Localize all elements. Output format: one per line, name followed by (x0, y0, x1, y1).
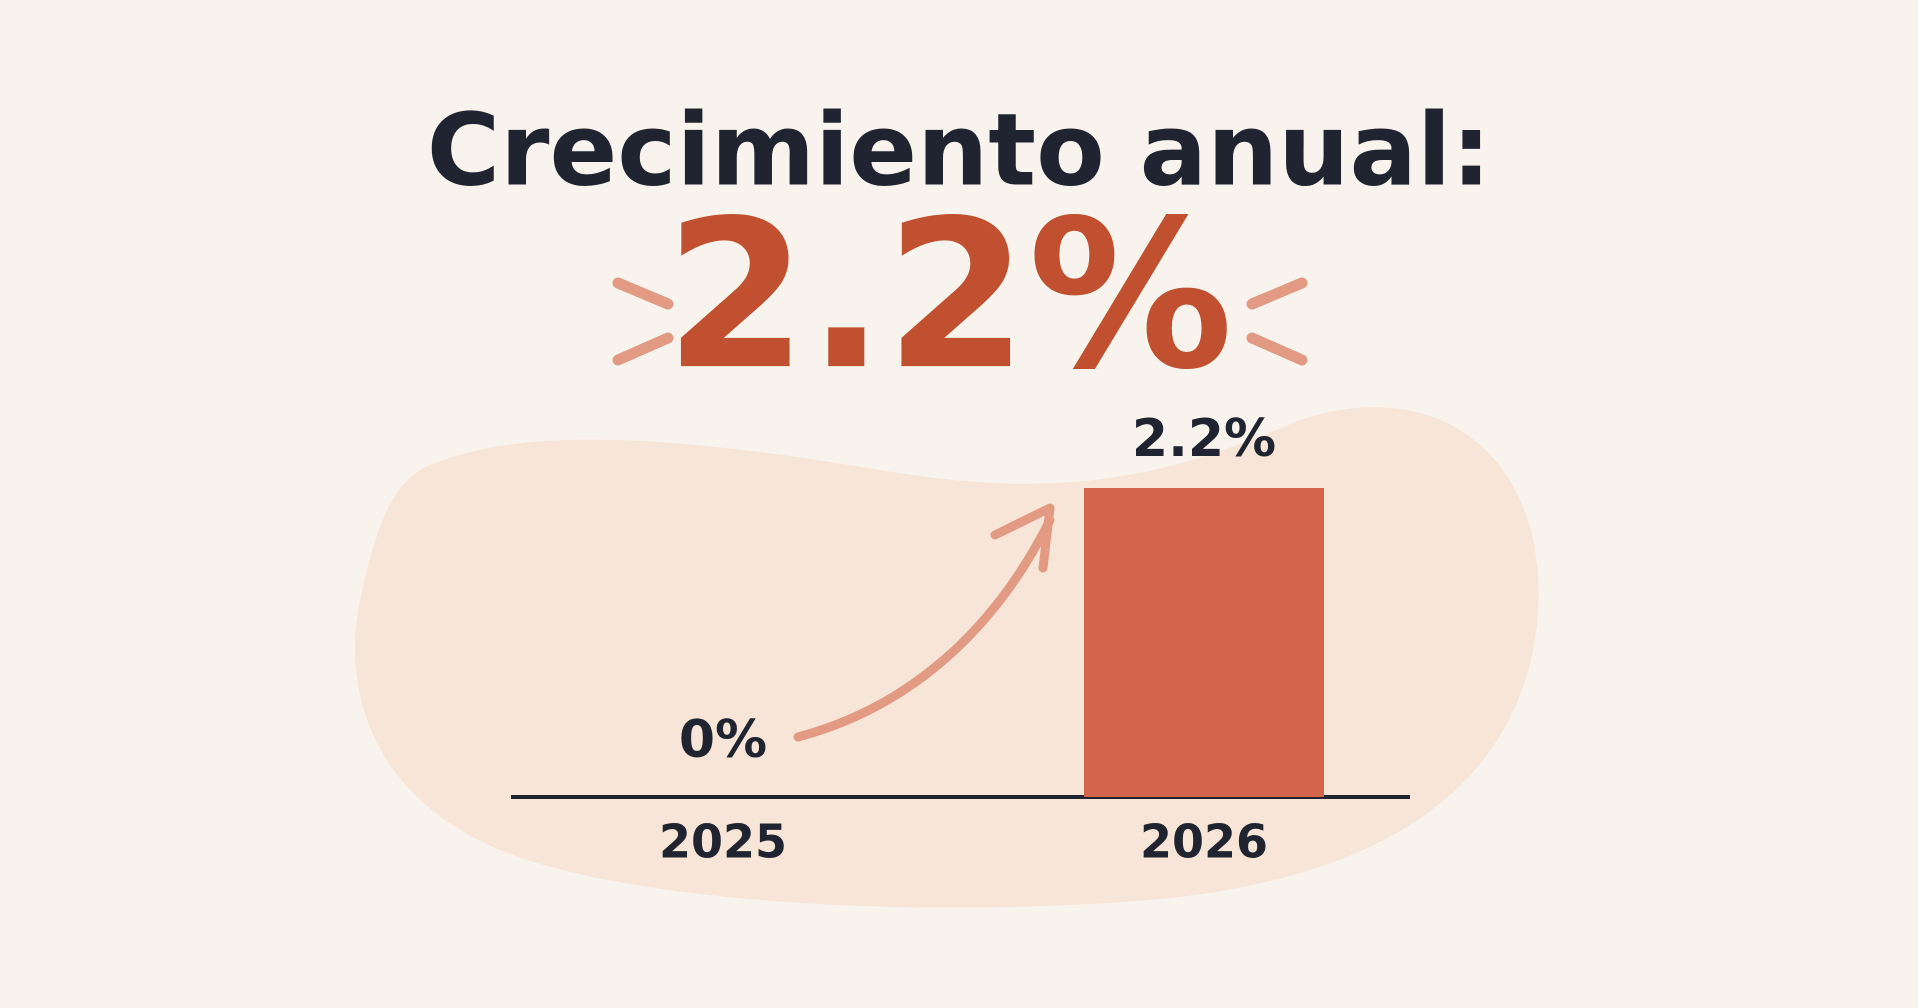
headline-value: 2.2% (665, 177, 1234, 415)
value-label: 0% (679, 710, 767, 770)
x-tick-label: 2026 (1140, 815, 1268, 869)
x-tick-label: 2025 (659, 815, 787, 869)
sparkles (612, 277, 1308, 366)
chart-title: Crecimiento anual: (427, 91, 1492, 208)
value-label: 2.2% (1132, 409, 1276, 469)
trend-arrow (793, 503, 1055, 742)
bar (1084, 488, 1324, 797)
